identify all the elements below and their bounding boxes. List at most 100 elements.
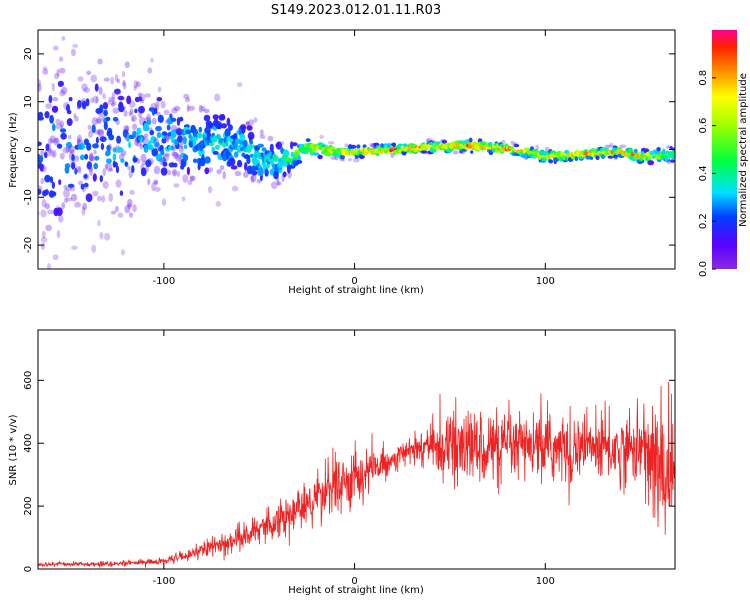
- spectrogram-cell-117: [74, 201, 82, 208]
- spectrogram-cell-380: [166, 124, 171, 131]
- spectrogram-cell-303: [138, 111, 142, 118]
- spectrogram-cell-501: [212, 150, 219, 155]
- spectrogram-cell-170: [95, 96, 99, 104]
- spectrogram-cell-417: [177, 131, 182, 140]
- spectrogram-cell-573: [245, 121, 250, 126]
- spectrogram-cell-991: [470, 150, 474, 154]
- spectrogram-x-tick-label: 0: [351, 276, 357, 287]
- spectrogram-cell-61: [55, 123, 63, 130]
- spectrogram-cell-584: [248, 119, 255, 126]
- spectrogram-cell-748: [330, 156, 337, 160]
- spectrogram-cell-234: [115, 119, 120, 126]
- spectrogram-cell-355: [156, 132, 162, 139]
- spectrogram-cell-12: [39, 163, 44, 172]
- spectrogram-cell-645: [276, 180, 280, 186]
- spectrogram-cell-1105: [535, 144, 539, 150]
- spectrogram-cell-266: [126, 95, 132, 105]
- spectrogram-cell-309: [140, 98, 144, 104]
- snr-y-tick-label: 600: [23, 371, 34, 390]
- spectrogram-cell-16: [40, 209, 47, 218]
- spectrogram-cell-295: [137, 92, 142, 97]
- spectrogram-cell-181: [96, 195, 102, 202]
- spectrogram-cell-987: [468, 137, 473, 143]
- spectrogram-cell-19: [40, 242, 46, 250]
- spectrogram-cell-27: [43, 151, 48, 159]
- spectrogram-cell-277: [131, 116, 135, 122]
- spectrogram-cell-165: [91, 117, 99, 126]
- spectrogram-cell-555: [236, 161, 243, 168]
- spectrogram-cell-221: [112, 100, 117, 106]
- spectrogram-cell-592: [251, 165, 256, 172]
- spectrogram-cell-350: [156, 111, 161, 116]
- spectrogram-cell-289: [133, 80, 138, 89]
- spectrogram-cell-606: [257, 167, 264, 176]
- spectrogram-cell-229: [112, 116, 119, 122]
- spectrogram-cell-162: [91, 244, 97, 253]
- spectrogram-cell-1120: [544, 146, 550, 152]
- spectrogram-cell-159: [89, 167, 93, 177]
- spectrogram-cell-311: [142, 136, 149, 145]
- colorbar-tick-label: 0.6: [698, 118, 709, 134]
- spectrogram-cell-247: [120, 158, 125, 163]
- spectrogram-cell-53: [52, 254, 59, 261]
- spectrogram-cell-297: [136, 141, 142, 147]
- spectrogram-cell-225: [112, 153, 117, 161]
- spectrogram-cell-124: [76, 105, 81, 110]
- spectrogram-cell-215: [110, 76, 114, 85]
- spectrogram-cell-923: [429, 148, 437, 153]
- spectrogram-cell-608: [259, 129, 264, 136]
- spectrogram-cell-232: [115, 206, 119, 213]
- spectrogram-cell-99: [67, 183, 75, 188]
- spectrogram-cell-90: [66, 109, 72, 115]
- spectrogram-cell-418: [178, 116, 184, 122]
- spectrogram-cell-5: [38, 83, 42, 92]
- spectrogram-cell-312: [140, 167, 147, 177]
- spectrogram-cell-300: [138, 105, 145, 114]
- spectrogram-cell-30: [44, 147, 52, 157]
- spectrogram-cell-329: [147, 140, 152, 147]
- spectrogram-cell-491: [209, 123, 214, 129]
- spectrogram-cell-94: [66, 141, 72, 149]
- spectrogram-cell-233: [114, 73, 119, 82]
- spectrogram-cell-187: [99, 104, 104, 114]
- spectrogram-cell-580: [246, 125, 253, 131]
- spectrogram-cell-4: [38, 210, 40, 217]
- spectrogram-cell-279: [131, 165, 135, 174]
- spectrogram-cell-323: [145, 164, 150, 173]
- spectrogram-cell-60: [55, 118, 61, 125]
- spectrogram-cell-394: [168, 162, 176, 168]
- spectrogram-cell-1175: [574, 156, 579, 161]
- spectrogram-cell-586: [249, 153, 254, 158]
- spectrogram-cell-101: [70, 149, 75, 155]
- spectrogram-cell-1344: [671, 154, 675, 159]
- spectrogram-cell-284: [132, 204, 137, 213]
- spectrogram-cell-160: [91, 124, 96, 133]
- spectrogram-cell-141: [83, 182, 89, 188]
- spectrogram-cell-516: [218, 114, 225, 121]
- spectrogram-cell-184: [96, 128, 104, 136]
- spectrogram-cell-273: [128, 212, 134, 218]
- spectrogram-cell-476: [202, 134, 206, 141]
- spectrogram-cell-326: [147, 178, 151, 186]
- spectrogram-cell-271: [128, 110, 132, 117]
- spectrogram-cell-260: [124, 205, 131, 214]
- spectrogram-cell-15: [41, 230, 46, 239]
- spectrogram-cell-395: [171, 144, 176, 152]
- spectrogram-cell-180: [97, 58, 103, 65]
- spectrogram-cell-151: [86, 142, 92, 151]
- spectrogram-cell-325: [147, 67, 153, 74]
- spectrogram-cell-647: [275, 141, 282, 150]
- spectrogram-cell-254: [120, 249, 125, 256]
- spectrogram-cell-9: [38, 185, 43, 192]
- spectrogram-cell-440: [186, 104, 190, 113]
- spectrogram-cell-142: [84, 153, 89, 160]
- spectrogram-cell-439: [186, 166, 190, 176]
- spectrogram-cell-202: [103, 121, 108, 131]
- spectrogram-cell-131: [79, 154, 85, 161]
- spectrogram-cell-404: [172, 170, 177, 176]
- spectrogram-cell-223: [110, 210, 117, 215]
- snr-series-line: [38, 381, 675, 569]
- spectrogram-cell-799: [358, 154, 365, 159]
- spectrogram-cell-103: [69, 185, 76, 192]
